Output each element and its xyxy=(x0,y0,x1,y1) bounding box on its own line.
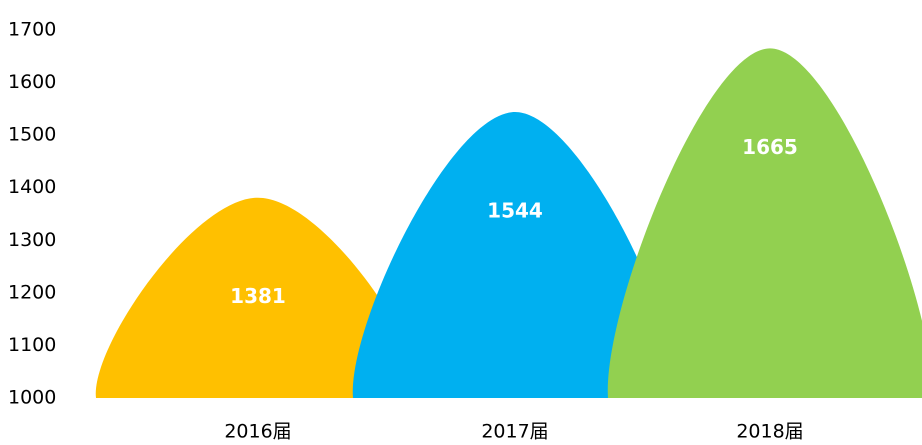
x-tick-label: 2017届 xyxy=(481,421,548,443)
y-tick-label: 1400 xyxy=(8,176,56,198)
y-tick-label: 1000 xyxy=(8,387,56,409)
peak xyxy=(607,48,922,398)
value-label: 1665 xyxy=(742,135,798,159)
y-tick-label: 1600 xyxy=(8,71,56,93)
y-tick-label: 1100 xyxy=(8,334,56,356)
x-tick-label: 2016届 xyxy=(224,421,291,443)
y-tick-label: 1300 xyxy=(8,229,56,251)
value-label: 1544 xyxy=(487,199,543,223)
peak xyxy=(95,197,421,398)
y-tick-label: 1700 xyxy=(8,19,56,41)
x-tick-label: 2018届 xyxy=(736,421,803,443)
y-tick-label: 1500 xyxy=(8,124,56,146)
peak xyxy=(352,112,678,399)
y-tick-label: 1200 xyxy=(8,281,56,303)
value-label: 1381 xyxy=(230,284,286,308)
